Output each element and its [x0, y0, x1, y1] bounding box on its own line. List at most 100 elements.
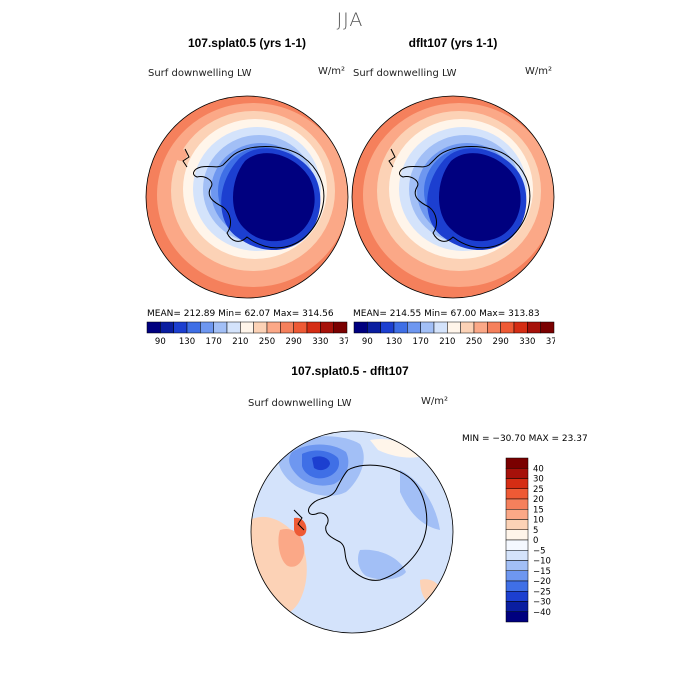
- panel-1-colorbar-tick-label: 90: [155, 337, 166, 347]
- panel-1-colorbar-swatch: [293, 321, 308, 334]
- diff-colorbar-tick-label: −30: [533, 598, 551, 608]
- diff-colorbar-swatch: [505, 498, 529, 510]
- diff-map-border: [250, 430, 454, 634]
- panel-2-peninsula: [388, 148, 396, 168]
- panel-1-colorbar-swatch: [320, 321, 334, 334]
- panel-1-map-border: [145, 95, 349, 299]
- panel-2-colorbar-swatch: [407, 321, 421, 334]
- panel-1-band-core: [233, 153, 315, 242]
- panel-1-colorbar-swatch: [146, 321, 161, 334]
- diff-band-warm-core: [278, 528, 305, 567]
- panel-1-colorbar-swatch: [173, 321, 188, 334]
- panel-2-colorbar-swatch: [473, 321, 488, 334]
- panel-2-colorbar-tick-label: 90: [362, 337, 373, 347]
- panel-1-colorbar-swatch: [240, 321, 254, 334]
- diff-panel-title: 107.splat0.5 - dflt107: [291, 364, 409, 378]
- panel-2-colorbar-tick-label: 130: [386, 337, 402, 347]
- panel-2-colorbar-tick-label: 370: [546, 337, 555, 347]
- panel-1-colorbar-swatch: [200, 321, 214, 334]
- diff-band-cool-core: [312, 456, 330, 471]
- diff-colorbar-tick-label: 25: [533, 485, 544, 495]
- diff-colorbar-swatch: [505, 591, 529, 602]
- diff-colorbar-swatch: [505, 457, 529, 469]
- diff-colorbar-swatch: [505, 601, 529, 612]
- diff-colorbar-tick-label: −40: [533, 608, 551, 618]
- panel-1-colorbar-tick-label: 210: [232, 337, 248, 347]
- figure-title: JJA: [336, 9, 364, 31]
- panel-2-colorbar-swatch: [420, 321, 435, 334]
- diff-colorbar-swatch: [505, 529, 529, 541]
- diff-colorbar-swatch: [505, 468, 529, 479]
- panel-1-colorbar-tick-label: 330: [312, 337, 328, 347]
- diff-colorbar-tick-label: 0: [533, 536, 538, 546]
- diff-colorbar-tick-label: −10: [533, 557, 551, 567]
- panel-1-colorbar-swatch: [266, 321, 281, 334]
- panel-1-patch: [175, 149, 187, 161]
- diff-colorbar-tick-label: −20: [533, 577, 551, 587]
- panel-2-colorbar-tick-label: 330: [519, 337, 535, 347]
- diff-band-cool-south: [358, 549, 406, 580]
- panel-2-colorbar-swatch: [380, 321, 395, 334]
- diff-colorbar-tick-label: 10: [533, 516, 544, 526]
- diff-band-cool-east: [400, 470, 440, 530]
- panel-1-field-label: Surf downwelling LW: [148, 68, 252, 79]
- diff-colorbar-swatch: [505, 570, 529, 582]
- panel-1-stats: MEAN= 212.89 Min= 62.07 Max= 314.56: [147, 309, 334, 319]
- panel-1-colorbar-tick-label: 130: [179, 337, 195, 347]
- diff-colorbar-tick-label: −25: [533, 587, 551, 597]
- panel-1-colorbar-swatch: [186, 321, 201, 334]
- diff-band-hot-spot: [294, 517, 307, 537]
- diff-colorbar-tick-label: −15: [533, 567, 551, 577]
- panel-2-colorbar-swatch: [527, 321, 541, 334]
- panel-2-map-border: [351, 95, 555, 299]
- panel-2-colorbar-tick-label: 250: [466, 337, 482, 347]
- diff-colorbar-tick-label: 20: [533, 495, 544, 505]
- panel-1-peninsula: [182, 148, 190, 168]
- diff-colorbar-swatch: [505, 519, 529, 530]
- diff-colorbar-swatch: [505, 560, 529, 571]
- panel-1-colorbar-tick-label: 290: [286, 337, 302, 347]
- diff-coastline: [308, 464, 428, 581]
- panel-2-colorbar-swatch: [433, 321, 448, 334]
- panel-1-title: 107.splat0.5 (yrs 1-1): [187, 36, 307, 50]
- panel-2-colorbar-swatch: [353, 321, 368, 334]
- panel-1-colorbar-tick-label: 250: [259, 337, 275, 347]
- diff-colorbar-swatch: [505, 580, 529, 592]
- panel-2-units: W/m²: [525, 66, 553, 77]
- panel-2-colorbar-swatch: [393, 321, 408, 334]
- panel-2-colorbar-swatch: [513, 321, 528, 334]
- diff-colorbar-tick-label: 5: [533, 526, 538, 536]
- panel-2-colorbar-swatch: [487, 321, 501, 334]
- panel-2-colorbar-swatch: [540, 321, 555, 334]
- diff-colorbar-swatch: [505, 539, 529, 551]
- panel-1-colorbar-swatch: [280, 321, 294, 334]
- panel-1-units: W/m²: [318, 66, 346, 77]
- panel-2-stats: MEAN= 214.55 Min= 67.00 Max= 313.83: [353, 309, 540, 319]
- panel-1-colorbar-swatch: [226, 321, 241, 334]
- diff-colorbar-tick-label: 30: [533, 475, 544, 485]
- panel-2-title: dflt107 (yrs 1-1): [408, 36, 498, 50]
- diff-colorbar-swatch: [505, 509, 529, 520]
- panel-2-band-core: [439, 153, 521, 242]
- panel-1-colorbar-tick-label: 170: [206, 337, 222, 347]
- panel-2-colorbar-swatch: [460, 321, 475, 334]
- panel-2-colorbar-swatch: [447, 321, 461, 334]
- panel-1-colorbar-swatch: [213, 321, 228, 334]
- panel-1-colorbar: 90 130 170 210 250 290 330 370: [146, 321, 348, 347]
- diff-colorbar-swatch: [505, 488, 529, 500]
- diff-colorbar-swatch: [505, 550, 529, 561]
- diff-colorbar-tick-label: 15: [533, 505, 544, 515]
- panel-2-coastline: [399, 146, 531, 249]
- panel-2-colorbar-tick-label: 210: [439, 337, 455, 347]
- panel-1-colorbar-swatch: [306, 321, 321, 334]
- panel-2-colorbar-swatch: [367, 321, 381, 334]
- diff-panel-map: [250, 430, 454, 634]
- panel-1-map: [145, 95, 349, 299]
- panel-2-map: [351, 95, 555, 299]
- panel-1-colorbar-swatch: [253, 321, 268, 334]
- diff-band-neutral: [370, 438, 422, 458]
- diff-colorbar-swatch: [505, 611, 529, 623]
- panel-1-colorbar-tick-label: 370: [339, 337, 348, 347]
- panel-1-coastline: [193, 146, 325, 249]
